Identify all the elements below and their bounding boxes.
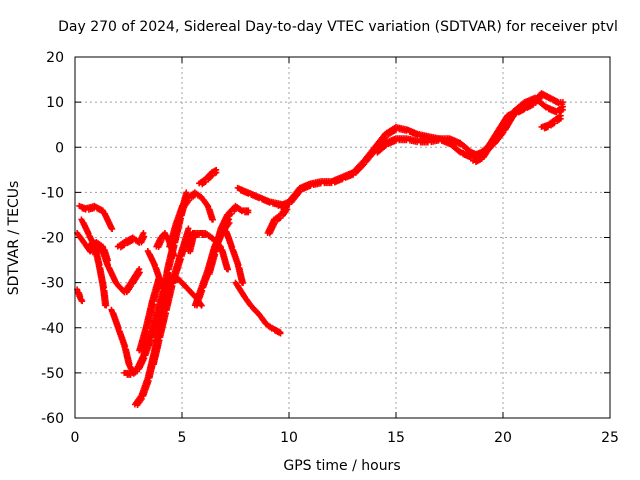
data-point bbox=[108, 225, 115, 232]
data-point bbox=[223, 266, 230, 273]
y-tick-label: -60 bbox=[41, 411, 64, 427]
y-tick-label: -20 bbox=[41, 231, 64, 247]
data-point-track bbox=[143, 328, 150, 335]
data-point-track bbox=[150, 301, 157, 308]
x-axis-ticks: 0 5 10 15 20 25 bbox=[71, 57, 619, 446]
data-points bbox=[74, 90, 566, 408]
data-point-track bbox=[199, 287, 206, 294]
data-point bbox=[245, 207, 252, 214]
data-point-track bbox=[212, 251, 219, 258]
y-tick-label: -30 bbox=[41, 276, 64, 292]
data-point bbox=[140, 229, 147, 236]
data-point-track bbox=[145, 378, 152, 385]
data-point bbox=[185, 225, 192, 232]
data-point bbox=[238, 279, 245, 286]
x-tick-label: 10 bbox=[280, 430, 298, 446]
data-point bbox=[559, 99, 566, 106]
data-point bbox=[557, 112, 564, 119]
data-point-track bbox=[177, 256, 184, 263]
chart-title: Day 270 of 2024, Sidereal Day-to-day VTE… bbox=[58, 19, 618, 35]
x-tick-label: 5 bbox=[178, 430, 187, 446]
y-axis-ticks: -60 -50 -40 -30 -20 -10 0 10 20 bbox=[41, 50, 610, 427]
y-tick-label: -10 bbox=[41, 185, 64, 201]
data-point bbox=[208, 216, 215, 223]
data-point bbox=[136, 266, 143, 273]
data-point bbox=[104, 257, 111, 264]
x-tick-label: 20 bbox=[494, 430, 512, 446]
plot-frame bbox=[74, 56, 611, 419]
y-tick-label: 20 bbox=[46, 50, 64, 66]
data-point bbox=[213, 166, 220, 173]
data-point-track bbox=[173, 224, 180, 231]
data-point bbox=[183, 189, 190, 196]
y-tick-label: -40 bbox=[41, 321, 64, 337]
data-point bbox=[101, 302, 108, 309]
y-axis-label: SDTVAR / TECUs bbox=[6, 181, 22, 296]
data-point bbox=[78, 297, 85, 304]
grid-lines bbox=[75, 57, 610, 418]
x-tick-label: 15 bbox=[387, 430, 405, 446]
y-tick-label: 0 bbox=[55, 140, 64, 156]
x-tick-label: 0 bbox=[71, 430, 80, 446]
data-point-track bbox=[179, 206, 186, 213]
data-point-track bbox=[147, 337, 154, 344]
data-point bbox=[277, 329, 284, 336]
x-tick-label: 25 bbox=[601, 430, 619, 446]
y-tick-label: 10 bbox=[46, 95, 64, 111]
data-point bbox=[170, 252, 177, 259]
data-point-track bbox=[169, 283, 176, 290]
x-axis-label: GPS time / hours bbox=[283, 458, 400, 474]
y-tick-label: -50 bbox=[41, 366, 64, 382]
